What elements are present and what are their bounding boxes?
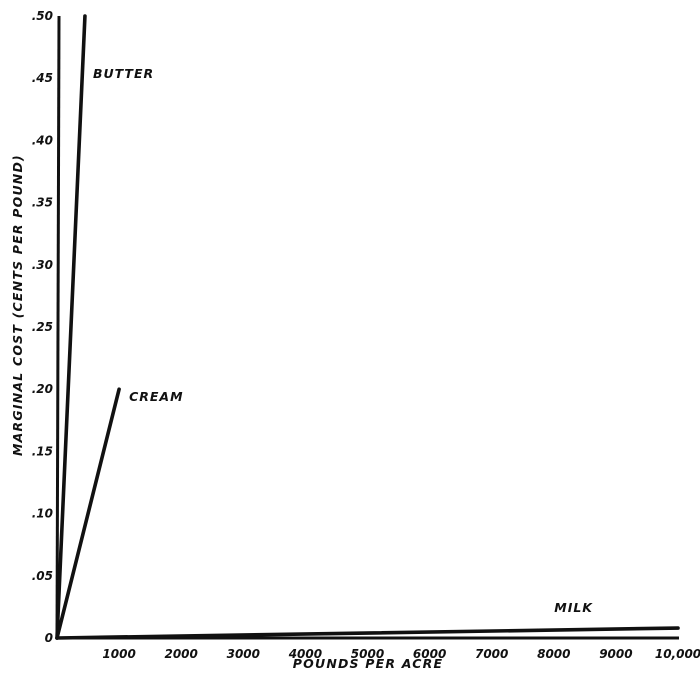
x-tick-label: 1000 [102, 647, 135, 661]
x-tick-label: 9000 [599, 647, 632, 661]
y-tick-label: .35 [32, 196, 53, 210]
series-group [55, 14, 680, 640]
x-tick-label: 7000 [475, 647, 508, 661]
y-tick-label: .40 [32, 133, 53, 147]
y-axis-title: MARGINAL COST (CENTS PER POUND) [10, 154, 25, 456]
y-tick-label: .30 [32, 258, 53, 272]
y-tick-labels: 0 .05 .10 .15 .20 .25 .30 .35 .40 .45 .50 [32, 9, 53, 645]
x-tick-label: 8000 [537, 647, 570, 661]
y-tick-label: .25 [32, 320, 53, 334]
y-tick-label: .50 [32, 9, 53, 23]
x-tick-label: 10,000 [655, 647, 700, 661]
series-label-butter: BUTTER [93, 66, 154, 81]
y-tick-label: .10 [32, 507, 53, 521]
x-tick-label: 6000 [413, 647, 446, 661]
series-label-cream: CREAM [129, 389, 183, 404]
x-tick-label: 5000 [351, 647, 384, 661]
x-axis-title: POUNDS PER ACRE [293, 656, 443, 671]
x-tick-label: 4000 [288, 647, 322, 661]
x-tick-label: 2000 [164, 647, 197, 661]
axes [55, 15, 679, 640]
y-tick-label: 0 [45, 631, 53, 645]
series-line-milk [55, 626, 680, 640]
x-tick-label: 3000 [227, 647, 260, 661]
series-line-cream [55, 387, 121, 640]
y-tick-label: .05 [32, 569, 53, 583]
series-label-milk: MILK [554, 600, 593, 615]
y-tick-label: .45 [32, 71, 53, 85]
y-axis-line [55, 15, 61, 640]
series-line-butter [55, 14, 87, 640]
series-labels: BUTTER CREAM MILK [93, 66, 593, 615]
y-tick-label: .15 [32, 444, 53, 458]
x-tick-labels: 1000 2000 3000 4000 5000 6000 7000 8000 9000 10,0… [102, 647, 700, 661]
y-tick-label: .20 [32, 382, 53, 396]
